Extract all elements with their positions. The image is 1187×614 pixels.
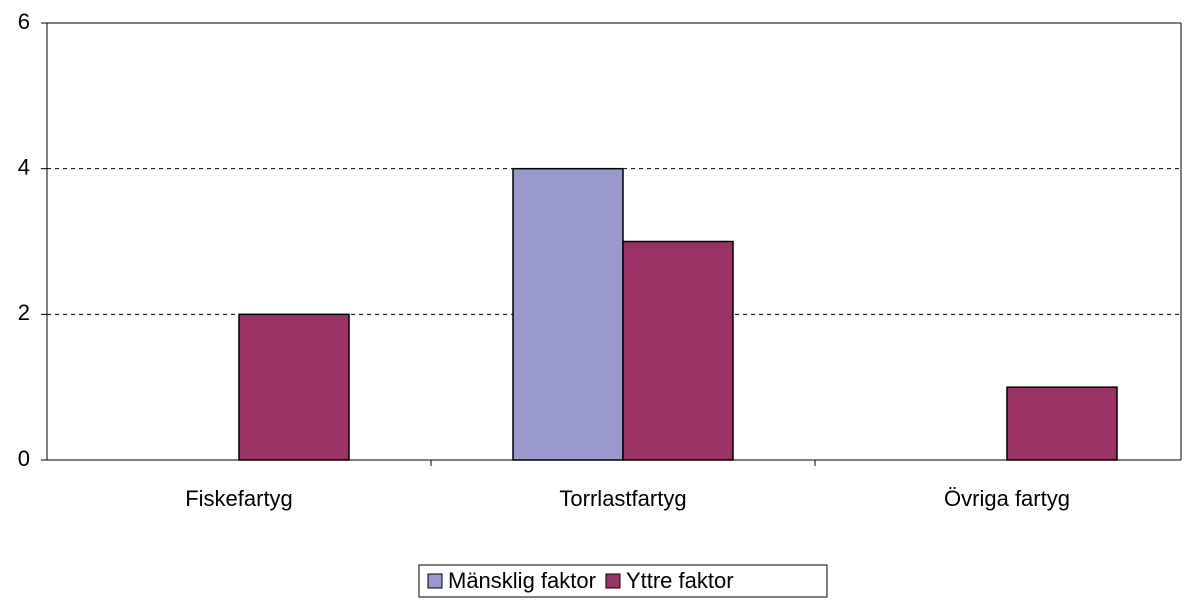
bar [1006,386,1118,461]
bar [512,167,624,461]
x-tick-label: Övriga fartyg [944,486,1070,511]
x-tick-label: Fiskefartyg [185,486,293,511]
bar [622,240,734,461]
y-tick-label: 0 [18,446,30,471]
legend-label: Yttre faktor [626,568,734,593]
x-tick-label: Torrlastfartyg [559,486,686,511]
legend-swatch [605,573,621,589]
legend-box [418,564,828,598]
y-tick-label: 6 [18,9,30,34]
legend-swatch [427,573,443,589]
legend-label: Mänsklig faktor [448,568,596,593]
y-tick-label: 2 [18,300,30,325]
bar [238,313,350,461]
y-tick-label: 4 [18,154,30,179]
